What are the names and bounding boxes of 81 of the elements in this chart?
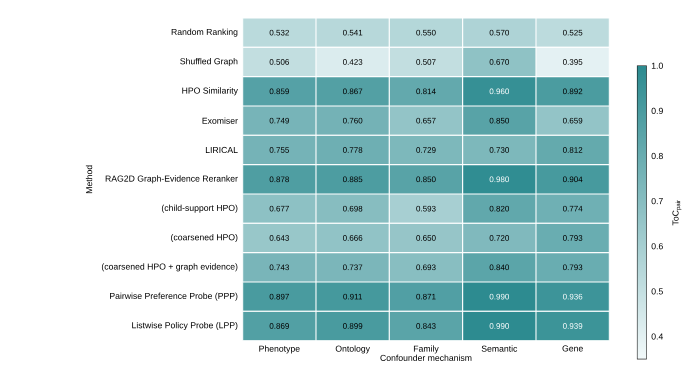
data-label: 0.859 [270,88,289,94]
data-label: 0.820 [490,206,510,212]
color-bar-label: 0.4 [652,333,664,340]
data-label: 0.729 [416,147,436,153]
data-label: 0.843 [416,323,436,329]
data-label: 0.840 [490,264,510,270]
x-tick-label: Ontology [336,345,370,354]
data-label: 0.850 [416,176,436,182]
data-label: 0.990 [490,323,510,329]
data-label: 0.990 [490,294,510,300]
data-label: 0.774 [562,206,582,212]
data-label: 0.698 [342,206,362,212]
x-tick-label: Semantic [482,345,518,352]
data-label: 0.812 [562,147,582,153]
x-axis-title: Confounder mechanism [380,354,472,361]
data-label: 0.395 [562,59,582,65]
data-label: 0.911 [343,294,362,300]
x-tick-label: Gene [562,345,583,352]
color-bar-title: ToC$_{pair}$ [672,200,682,226]
y-tick-label: (child-support HPO) [162,204,238,213]
y-axis-title: Method [86,165,92,194]
y-tick-label: RAG2D Graph-Evidence Reranker [106,175,238,184]
data-label: 0.871 [416,294,436,300]
y-tick-label: Listwise Policy Probe (LPP) [132,322,238,330]
data-label: 0.677 [270,206,289,212]
data-label: 0.532 [270,30,289,36]
data-label: 0.693 [416,264,436,270]
data-label: 0.885 [342,176,362,182]
data-label: 0.869 [270,323,289,329]
data-label: 0.650 [416,235,436,241]
data-label: 0.670 [490,59,510,65]
data-label: 0.897 [270,294,289,300]
y-tick-label: Pairwise Preference Probe (PPP) [110,292,238,301]
data-label: 0.541 [342,30,362,36]
data-label: 0.878 [270,176,289,182]
y-tick-label: (coarsened HPO) [171,234,238,242]
y-tick-label: Random Ranking [172,28,238,37]
color-bar-label: 0.6 [652,243,663,250]
data-label: 0.939 [562,323,582,329]
y-tick-label: Exomiser [202,117,238,124]
data-label: 0.904 [562,176,582,182]
data-label: 0.814 [416,88,436,94]
data-label: 0.657 [416,118,436,124]
data-label: 0.793 [562,235,582,241]
x-tick-label: Phenotype [259,345,300,354]
data-label: 0.778 [342,147,362,153]
data-label: 0.507 [416,59,436,65]
data-label: 0.550 [416,30,436,36]
data-label: 0.659 [562,118,582,124]
data-label: 0.643 [270,235,289,241]
data-label: 0.506 [270,59,289,65]
data-label: 0.850 [490,118,510,124]
color-bar-label: 1.0 [652,62,663,69]
y-tick-label: (coarsened HPO + graph evidence) [102,263,238,272]
data-label: 0.867 [342,88,362,94]
data-label: 0.593 [416,206,436,212]
data-label: 0.730 [490,147,510,153]
data-label: 0.960 [490,88,510,94]
data-label: 0.793 [562,264,582,270]
data-label: 0.525 [562,30,582,36]
data-label: 0.666 [342,235,362,241]
data-label: 0.760 [342,118,362,124]
color-bar-label: 0.7 [652,198,663,204]
data-label: 0.749 [270,118,289,124]
data-label: 0.720 [490,235,510,241]
data-label: 0.892 [562,88,582,94]
x-tick-label: Family [414,345,439,354]
data-label: 0.743 [270,264,289,270]
y-tick-label: Shuffled Graph [180,58,238,66]
y-tick-label: LIRICAL [206,146,238,154]
y-tick-label: HPO Similarity [182,87,238,96]
data-label: 0.737 [342,264,362,270]
data-label: 0.980 [490,176,510,182]
data-label: 0.899 [342,323,362,329]
color-bar-label: 0.8 [652,152,663,160]
data-label: 0.570 [490,30,510,36]
color-bar-label: 0.9 [652,108,663,114]
color-bar-label: 0.5 [652,288,663,294]
data-label: 0.755 [270,147,290,153]
data-label: 0.423 [342,59,362,65]
data-label: 0.936 [562,294,582,300]
